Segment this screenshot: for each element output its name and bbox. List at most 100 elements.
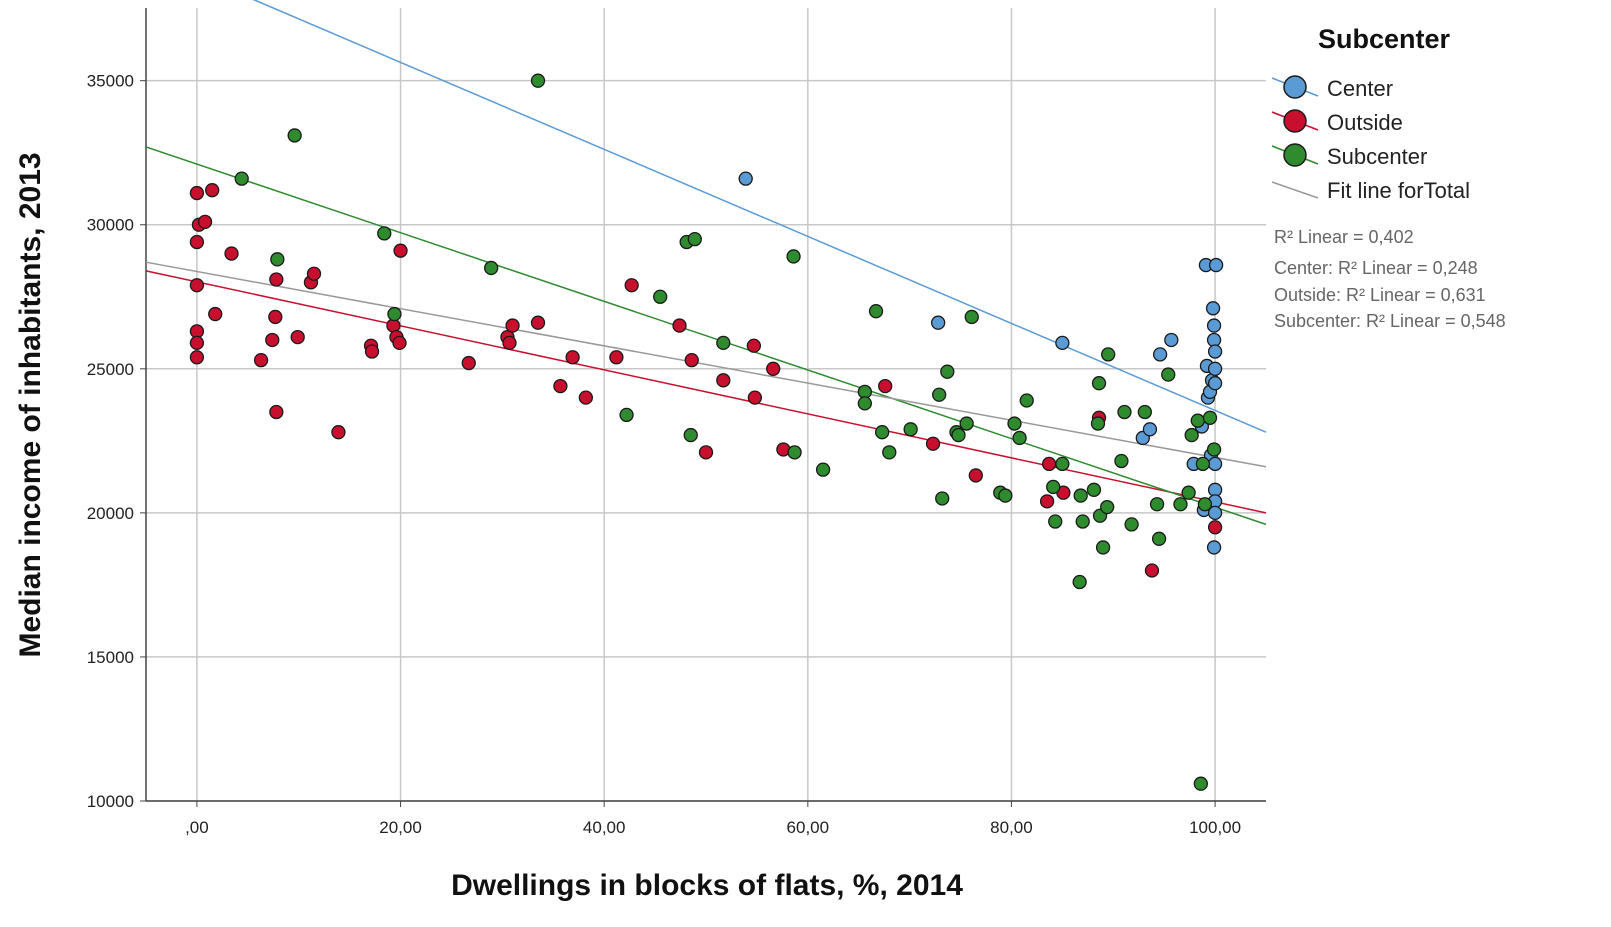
point-subcenter [1100,499,1115,515]
fit-line-subcenter [145,146,1267,526]
point-outside [553,378,568,394]
y-tick-label: 10000 [87,792,134,811]
point-outside [290,329,305,345]
point-center [1207,361,1223,376]
point-outside [269,272,284,287]
point-outside [1207,520,1223,535]
point-subcenter [882,445,897,460]
point-subcenter [1190,413,1205,428]
grid-lines [146,8,1266,802]
point-subcenter [1072,574,1087,590]
point-outside [392,335,407,351]
x-tick-label: ,00 [185,818,209,837]
point-subcenter [530,73,546,88]
legend-entry-total: Fit line forTotal [1271,178,1470,203]
point-subcenter [1197,497,1213,512]
y-tick-label: 25000 [87,360,134,379]
point-outside [878,378,893,394]
point-center [1208,257,1224,273]
legend-marker [1283,75,1307,99]
point-center [1142,422,1158,437]
point-outside [968,468,983,483]
point-center [1205,301,1221,316]
point-outside [253,353,269,368]
data-points [189,73,1224,791]
point-outside [672,318,687,333]
point-subcenter [484,260,499,276]
point-outside [189,335,205,351]
point-subcenter [1195,456,1211,472]
point-outside [208,306,223,322]
point-outside [189,350,205,365]
legend-label: Subcenter [1327,144,1427,169]
point-center [1206,318,1222,333]
legend-entry-center: Center [1271,75,1393,101]
point-outside [530,315,546,330]
point-subcenter [1095,540,1111,555]
point-outside [747,390,763,405]
point-subcenter [1073,488,1088,503]
point-outside [578,390,594,405]
point-subcenter [903,422,918,437]
point-center [1207,376,1223,391]
point-subcenter [932,387,947,402]
point-subcenter [1090,416,1106,431]
point-outside [189,185,205,201]
point-subcenter [1181,485,1196,500]
point-outside [269,404,284,420]
point-subcenter [683,427,698,443]
point-subcenter [653,289,668,304]
point-outside [716,373,731,388]
point-center [1164,332,1179,348]
point-subcenter [234,171,249,186]
point-subcenter [1137,404,1152,420]
point-center [1055,335,1070,351]
point-outside [624,278,639,293]
point-outside [461,355,476,371]
point-subcenter [1117,404,1132,420]
point-subcenter [1206,442,1222,457]
y-axis-title: Median income of inhabitants, 2013 [14,152,47,657]
point-outside [189,278,205,293]
point-subcenter [868,304,884,319]
legend-marker [1283,109,1307,133]
point-subcenter [270,252,285,267]
x-tick-label: 60,00 [787,818,830,837]
legend-entry-outside: Outside [1271,109,1403,135]
point-center [930,315,946,330]
point-outside [393,243,408,258]
point-subcenter [716,335,731,351]
point-subcenter [787,445,802,460]
point-center [1206,540,1222,555]
point-subcenter [619,407,634,423]
point-subcenter [1048,514,1063,529]
point-subcenter [1091,376,1107,391]
point-outside [746,338,762,353]
point-outside [565,350,580,365]
point-subcenter [377,226,392,241]
tick-labels: ,00 20,00 40,00 60,00 80,00 100,00 10000 15000 2… [87,72,1241,837]
point-subcenter [1019,393,1034,408]
r2-center-label: Center: R² Linear = 0,248 [1274,258,1478,278]
point-subcenter [1161,367,1176,382]
r2-outside-label: Outside: R² Linear = 0,631 [1274,285,1486,305]
point-subcenter [1055,456,1070,472]
point-subcenter [1173,497,1188,512]
legend: Subcenter Center Outside Subcenter Fit lin… [1271,24,1506,331]
point-outside [224,246,239,261]
point-subcenter [387,306,402,322]
point-subcenter [874,425,890,440]
point-subcenter [815,462,831,477]
point-subcenter [1075,514,1090,529]
point-outside [766,361,781,376]
axes [140,8,1266,807]
point-outside [1144,563,1160,578]
point-subcenter [687,231,702,247]
legend-label: Outside [1327,110,1403,135]
point-subcenter [959,416,974,431]
point-center [1152,347,1168,362]
point-outside [268,309,283,325]
point-center [1207,344,1223,359]
point-subcenter [287,128,302,143]
